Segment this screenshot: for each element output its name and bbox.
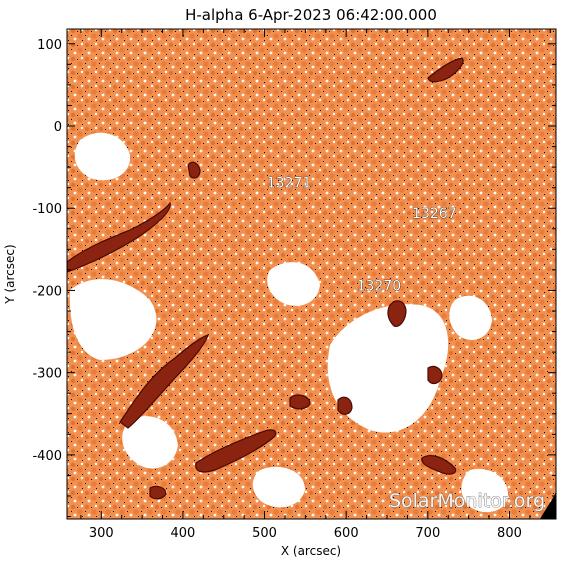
y-tick-label: -300 (32, 367, 62, 382)
filament-1 (67, 201, 171, 273)
y-tick-label: -200 (32, 284, 62, 299)
plage-southwest (122, 416, 178, 469)
y-tick-label: -100 (32, 202, 62, 217)
y-axis: 100 0 -100 -200 -300 -400 (32, 38, 556, 518)
plage-south (252, 466, 305, 508)
watermark: SolarMonitor.org (389, 490, 545, 512)
x-axis-label: X (arcsec) (281, 544, 341, 558)
filament-9 (337, 396, 353, 415)
plot-frame (66, 28, 557, 520)
filament-7 (427, 365, 443, 385)
filament-6 (387, 300, 407, 327)
filament-8 (289, 394, 311, 410)
plage-southeast (461, 468, 509, 513)
y-tick-label: -400 (32, 449, 62, 464)
active-region-labels: 13271 13267 13270 (266, 175, 457, 294)
x-tick-label: 400 (171, 526, 196, 541)
x-tick-label: 500 (252, 526, 277, 541)
x-axis: 300 400 500 600 700 800 (80, 29, 551, 541)
plage-west (69, 279, 157, 360)
off-limb-corner (540, 490, 556, 519)
active-region-label: 13267 (412, 206, 457, 222)
filament-11 (149, 485, 167, 500)
filament-3 (195, 429, 277, 473)
filaments (67, 57, 464, 500)
active-region-label: 13271 (267, 176, 312, 192)
x-tick-label: 800 (497, 526, 522, 541)
x-tick-label: 700 (415, 526, 440, 541)
filament-5 (421, 455, 457, 475)
plage-northwest (74, 132, 131, 181)
plage-center (327, 304, 449, 433)
filament-10 (187, 161, 201, 179)
filament-2 (119, 334, 209, 429)
x-tick-label: 600 (334, 526, 359, 541)
y-tick-label: 0 (54, 120, 62, 135)
x-tick-label: 300 (89, 526, 114, 541)
plage-center-north (267, 262, 320, 306)
plage-regions (69, 132, 509, 513)
plage-east (449, 295, 492, 340)
plot-area (67, 29, 556, 519)
y-tick-label: 100 (37, 38, 62, 53)
active-region-label: 13270 (357, 278, 402, 294)
image-title: H-alpha 6-Apr-2023 06:42:00.000 (185, 6, 437, 24)
filament-4 (427, 57, 464, 83)
y-axis-label: Y (arcsec) (3, 244, 17, 304)
